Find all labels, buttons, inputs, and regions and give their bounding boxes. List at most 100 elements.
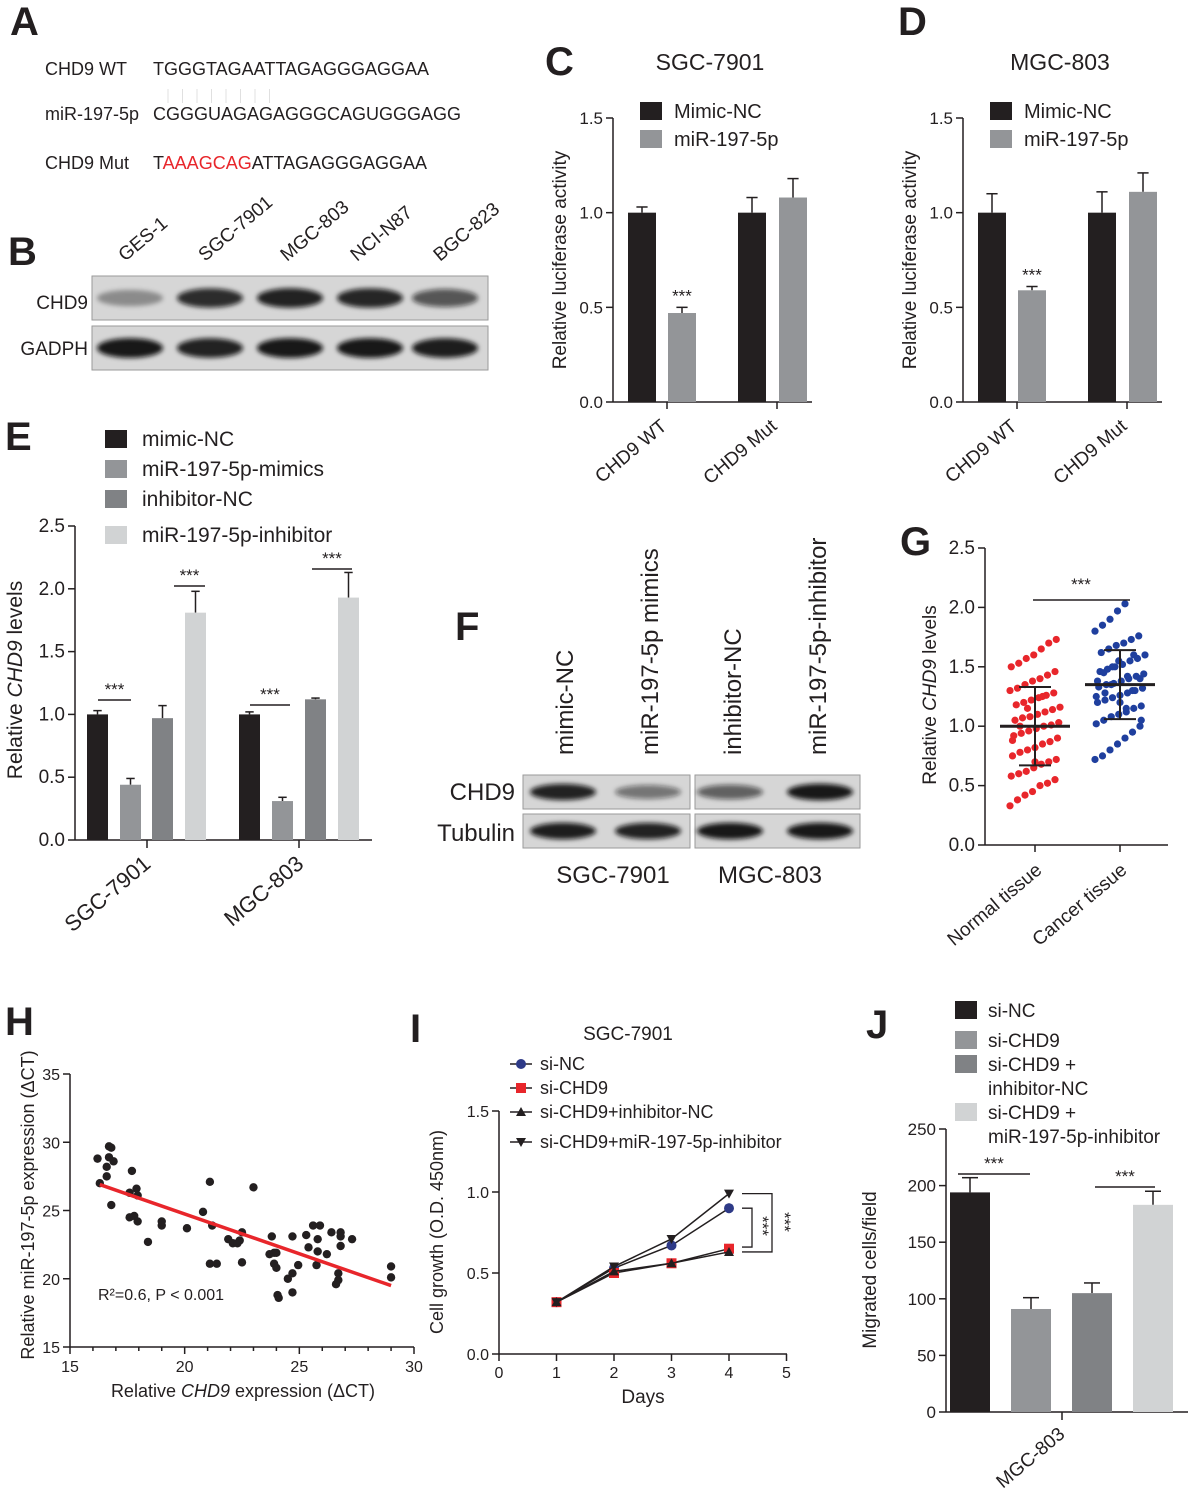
data-point: [1045, 758, 1053, 766]
data-point: [1045, 639, 1053, 647]
x-axis-label: Relative CHD9 expression (ΔCT): [111, 1381, 375, 1401]
data-point: [302, 1230, 311, 1240]
panel-label: E: [5, 415, 32, 459]
legend-label: si-NC: [988, 1001, 1036, 1022]
protein-band: [615, 822, 681, 840]
data-point: [386, 1262, 396, 1271]
data-point: [1015, 659, 1023, 667]
data-point: [288, 1288, 297, 1297]
label-italic: CHD9: [920, 659, 941, 711]
protein-band: [177, 338, 243, 358]
data-point: [1015, 770, 1023, 778]
significance-stars: ***: [1022, 266, 1042, 285]
data-point: [1053, 734, 1062, 742]
protein-band: [97, 338, 163, 358]
data-point: [308, 1221, 318, 1230]
protein-band: [412, 289, 478, 307]
data-point: [1013, 796, 1022, 804]
legend-label: si-CHD9: [540, 1078, 608, 1098]
marker-triangle-down: [666, 1234, 677, 1244]
label-part: expression (ΔCT): [230, 1381, 375, 1401]
panel-label: F: [455, 605, 479, 649]
marker-circle: [666, 1240, 677, 1251]
legend-label: inhibitor-NC: [988, 1079, 1088, 1100]
data-point: [1023, 746, 1032, 754]
legend-swatch: [640, 130, 662, 148]
data-point: [1016, 748, 1024, 756]
protein-band: [337, 338, 403, 358]
series-line: [556, 1193, 730, 1303]
y-axis-label: Relative CHD9 levels: [4, 581, 27, 779]
data-point: [1051, 776, 1059, 784]
significance-stars: ***: [105, 680, 125, 699]
y-tick-label: 0.0: [949, 835, 975, 856]
protein-band: [257, 338, 323, 358]
panel-label: C: [545, 40, 574, 84]
panel-label: A: [10, 0, 39, 44]
data-point: [1093, 677, 1102, 685]
marker-circle: [724, 1203, 734, 1214]
y-tick-label: 250: [908, 1120, 936, 1139]
y-axis-label: Cell growth (O.D. 450nm): [427, 1130, 447, 1334]
label-italic: CHD9: [181, 1381, 230, 1401]
data-point: [198, 1207, 208, 1217]
data-point: [237, 1258, 247, 1267]
x-tick-label: 0: [495, 1365, 504, 1382]
data-point: [1018, 714, 1027, 722]
legend-swatch: [955, 1001, 977, 1019]
y-tick-label: 1.5: [467, 1104, 489, 1121]
data-point: [304, 1243, 313, 1252]
chart-title: MGC-803: [1010, 49, 1110, 75]
legend-swatch: [955, 1103, 977, 1121]
data-point: [334, 1269, 343, 1278]
y-tick-label: 1.0: [949, 716, 975, 737]
data-point: [1106, 746, 1114, 754]
data-point: [93, 1154, 102, 1163]
data-point: [1028, 677, 1037, 685]
protein-band: [530, 822, 596, 840]
data-point: [1008, 752, 1017, 760]
x-tick-label: CHD9 Mut: [700, 415, 782, 489]
legend-label: si-CHD9+miR-197-5p-inhibitor: [540, 1132, 782, 1152]
legend-label: si-CHD9+inhibitor-NC: [540, 1102, 714, 1122]
data-point: [313, 1247, 322, 1256]
data-point: [1017, 729, 1025, 737]
data-point: [1127, 635, 1135, 644]
data-point: [132, 1184, 141, 1193]
legend-label: miR-197-5p-inhibitor: [988, 1127, 1161, 1148]
data-point: [1036, 782, 1044, 790]
data-point: [133, 1217, 142, 1226]
x-tick-label: 25: [290, 1359, 308, 1376]
data-point: [1136, 722, 1144, 730]
label-part: levels: [920, 605, 941, 659]
data-point: [312, 1260, 321, 1270]
legend-label: Mimic-NC: [1024, 101, 1112, 123]
blot-row-label: GADPH: [20, 339, 88, 360]
marker-triangle-up: [516, 1107, 526, 1116]
chart-title: SGC-7901: [583, 1024, 673, 1045]
y-tick-label: 1.5: [929, 109, 953, 128]
bar: [738, 212, 766, 402]
bar: [978, 212, 1006, 402]
data-point: [157, 1221, 166, 1230]
bar: [1072, 1293, 1112, 1412]
data-point: [1023, 704, 1032, 712]
y-tick-label: 1.5: [949, 657, 975, 678]
data-point: [1028, 787, 1037, 796]
data-point: [1137, 716, 1145, 724]
cell-line-label: SGC-7901: [556, 862, 669, 889]
data-point: [1138, 684, 1147, 692]
data-point: [1128, 686, 1137, 695]
data-point: [272, 1248, 281, 1258]
data-point: [1092, 720, 1100, 728]
legend-label: si-CHD9 +: [988, 1055, 1076, 1076]
y-tick-label: 20: [42, 1272, 60, 1289]
x-tick-label: 20: [176, 1359, 194, 1376]
sequence-part: ATTAGAGGGAGGAA: [252, 153, 427, 173]
y-axis-label: Migrated cells/field: [860, 1191, 881, 1348]
y-tick-label: 1.0: [39, 704, 65, 725]
y-tick-label: 1.5: [579, 109, 603, 128]
y-tick-label: 35: [42, 1067, 60, 1084]
y-tick-label: 25: [42, 1204, 60, 1221]
data-point: [1106, 615, 1114, 623]
